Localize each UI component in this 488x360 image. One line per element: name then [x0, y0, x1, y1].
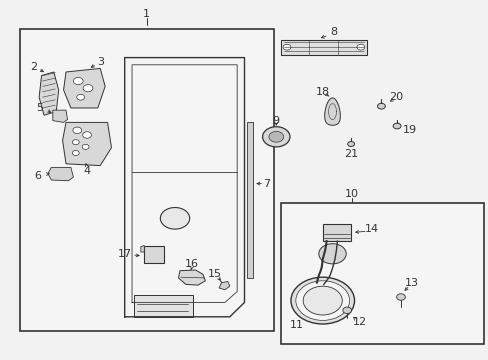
Circle shape: [392, 123, 400, 129]
Circle shape: [82, 144, 89, 149]
Circle shape: [73, 127, 81, 134]
Text: 9: 9: [272, 116, 279, 126]
Text: 18: 18: [315, 87, 329, 97]
Polygon shape: [53, 110, 67, 122]
Circle shape: [303, 286, 342, 315]
Circle shape: [396, 294, 405, 300]
Bar: [20, 29, 273, 331]
Text: 5: 5: [37, 103, 43, 113]
Circle shape: [283, 44, 290, 50]
Polygon shape: [178, 270, 205, 285]
Circle shape: [82, 132, 91, 138]
Text: 19: 19: [402, 125, 416, 135]
Polygon shape: [62, 122, 111, 166]
Text: 1: 1: [143, 9, 150, 19]
Text: 3: 3: [97, 57, 103, 67]
Circle shape: [377, 103, 385, 109]
Polygon shape: [324, 98, 340, 125]
Text: 12: 12: [352, 317, 366, 327]
Bar: [134, 295, 193, 317]
Bar: [246, 122, 252, 278]
Text: 16: 16: [185, 258, 199, 269]
Circle shape: [77, 94, 84, 100]
Polygon shape: [219, 282, 229, 290]
Polygon shape: [48, 167, 73, 181]
Bar: [281, 40, 366, 55]
Text: 15: 15: [208, 269, 222, 279]
Text: 7: 7: [263, 179, 269, 189]
Text: 10: 10: [345, 189, 358, 199]
Circle shape: [268, 131, 283, 142]
Bar: [281, 203, 483, 344]
Text: 11: 11: [290, 320, 304, 330]
Circle shape: [73, 77, 83, 85]
Bar: [144, 246, 163, 263]
Text: 14: 14: [364, 224, 378, 234]
Circle shape: [72, 140, 79, 145]
Text: 17: 17: [118, 249, 131, 259]
Circle shape: [318, 244, 346, 264]
Circle shape: [83, 85, 93, 92]
Text: 2: 2: [30, 62, 37, 72]
Text: 20: 20: [388, 92, 402, 102]
Text: 13: 13: [405, 278, 418, 288]
Circle shape: [160, 207, 189, 229]
Circle shape: [72, 150, 79, 156]
Text: 6: 6: [35, 171, 41, 181]
Circle shape: [356, 44, 364, 50]
Circle shape: [290, 277, 354, 324]
Circle shape: [342, 307, 351, 314]
Bar: [322, 224, 350, 241]
Circle shape: [347, 141, 354, 147]
Polygon shape: [141, 246, 144, 252]
Circle shape: [262, 127, 289, 147]
Circle shape: [295, 281, 349, 320]
Text: 21: 21: [344, 149, 357, 159]
Text: 8: 8: [329, 27, 336, 37]
Polygon shape: [39, 72, 59, 115]
Text: 4: 4: [83, 166, 90, 176]
Polygon shape: [63, 68, 105, 108]
